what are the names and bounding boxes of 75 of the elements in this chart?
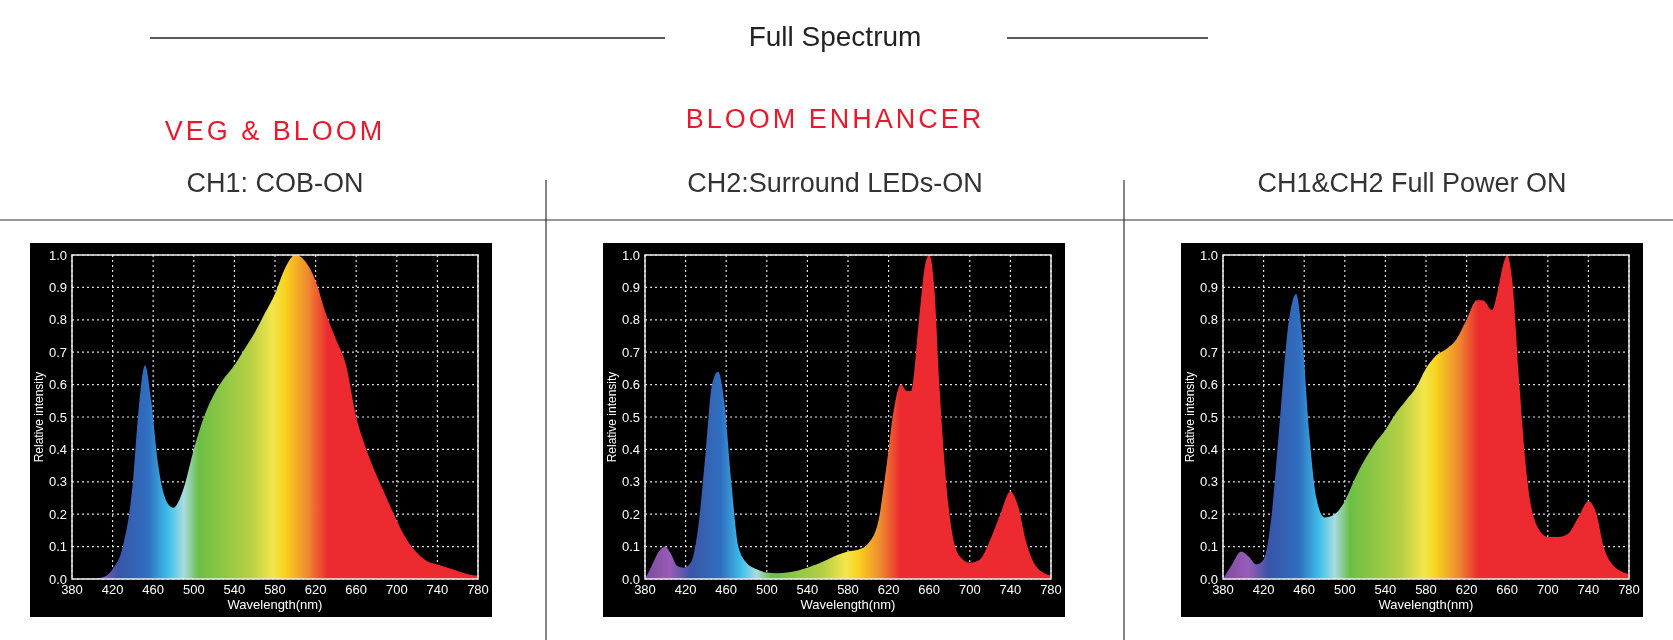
x-tick-label: 700 bbox=[1536, 582, 1559, 597]
y-tick-label: 0.5 bbox=[48, 409, 67, 425]
y-tick-label: 0.8 bbox=[621, 312, 640, 328]
x-tick-label: 700 bbox=[958, 582, 981, 597]
chart-title: CH2:Surround LEDs-ON bbox=[687, 168, 983, 198]
y-tick-label: 0.5 bbox=[1199, 409, 1218, 425]
y-tick-label: 0.3 bbox=[48, 474, 67, 490]
y-tick-label: 0.6 bbox=[1199, 377, 1218, 393]
y-tick-label: 0.4 bbox=[621, 441, 640, 457]
x-tick-label: 620 bbox=[877, 582, 900, 597]
x-tick-label: 380 bbox=[1212, 582, 1234, 597]
x-tick-label: 780 bbox=[1040, 582, 1062, 597]
x-tick-label: 540 bbox=[223, 582, 246, 597]
chart-subtitle: VEG & BLOOM bbox=[164, 116, 386, 146]
y-tick-label: 1.0 bbox=[621, 247, 640, 263]
y-tick-label: 0.4 bbox=[48, 441, 67, 457]
y-tick-label: 1.0 bbox=[48, 247, 67, 263]
x-tick-label: 620 bbox=[1455, 582, 1478, 597]
y-tick-label: 0.1 bbox=[621, 539, 640, 555]
x-tick-label: 380 bbox=[634, 582, 656, 597]
x-tick-label: 580 bbox=[837, 582, 859, 597]
y-tick-label: 0.3 bbox=[621, 474, 640, 490]
y-tick-label: 1.0 bbox=[1199, 247, 1218, 263]
y-tick-label: 0.6 bbox=[48, 377, 67, 393]
x-tick-label: 540 bbox=[1374, 582, 1397, 597]
y-tick-label: 0.9 bbox=[48, 279, 67, 295]
y-tick-label: 0.2 bbox=[1199, 506, 1218, 522]
x-axis-title: Wavelength(nm) bbox=[800, 597, 896, 612]
y-axis-title: Relative intensity bbox=[1183, 371, 1197, 463]
x-tick-label: 460 bbox=[715, 582, 738, 597]
y-tick-label: 0.8 bbox=[48, 312, 67, 328]
y-tick-label: 0.7 bbox=[1199, 344, 1218, 360]
y-tick-label: 0.1 bbox=[48, 539, 67, 555]
y-axis-title: Relative intensity bbox=[32, 371, 46, 463]
y-tick-label: 0.6 bbox=[621, 377, 640, 393]
y-tick-label: 0.9 bbox=[1199, 279, 1218, 295]
chart-title: CH1&CH2 Full Power ON bbox=[1257, 168, 1567, 198]
y-tick-label: 0.2 bbox=[48, 506, 67, 522]
y-axis-title: Relative intensity bbox=[605, 371, 619, 463]
x-tick-label: 420 bbox=[1252, 582, 1275, 597]
x-tick-label: 500 bbox=[182, 582, 205, 597]
x-tick-label: 580 bbox=[264, 582, 286, 597]
y-tick-label: 0.5 bbox=[621, 409, 640, 425]
x-tick-label: 660 bbox=[1496, 582, 1519, 597]
y-tick-label: 0.7 bbox=[48, 344, 67, 360]
x-tick-label: 620 bbox=[304, 582, 327, 597]
x-tick-label: 500 bbox=[755, 582, 778, 597]
y-tick-label: 0.9 bbox=[621, 279, 640, 295]
x-tick-label: 780 bbox=[1618, 582, 1640, 597]
x-axis-title: Wavelength(nm) bbox=[1378, 597, 1474, 612]
x-tick-label: 740 bbox=[999, 582, 1022, 597]
x-tick-label: 460 bbox=[1293, 582, 1316, 597]
x-tick-label: 540 bbox=[796, 582, 819, 597]
y-tick-label: 0.4 bbox=[1199, 441, 1218, 457]
x-tick-label: 460 bbox=[142, 582, 165, 597]
x-tick-label: 660 bbox=[345, 582, 368, 597]
x-tick-label: 780 bbox=[467, 582, 489, 597]
x-tick-label: 420 bbox=[101, 582, 124, 597]
x-tick-label: 740 bbox=[1577, 582, 1600, 597]
y-tick-label: 0.7 bbox=[621, 344, 640, 360]
x-tick-label: 380 bbox=[61, 582, 83, 597]
y-tick-label: 0.1 bbox=[1199, 539, 1218, 555]
y-tick-label: 0.2 bbox=[621, 506, 640, 522]
x-tick-label: 740 bbox=[426, 582, 449, 597]
x-axis-title: Wavelength(nm) bbox=[227, 597, 323, 612]
x-tick-label: 420 bbox=[674, 582, 697, 597]
x-tick-label: 700 bbox=[385, 582, 408, 597]
x-tick-label: 660 bbox=[918, 582, 941, 597]
y-tick-label: 0.8 bbox=[1199, 312, 1218, 328]
chart-subtitle: BLOOM ENHANCER bbox=[685, 104, 985, 134]
text: Full Spectrum bbox=[748, 21, 922, 52]
x-tick-label: 500 bbox=[1333, 582, 1356, 597]
y-tick-label: 0.3 bbox=[1199, 474, 1218, 490]
x-tick-label: 580 bbox=[1415, 582, 1437, 597]
chart-title: CH1: COB-ON bbox=[186, 168, 364, 198]
